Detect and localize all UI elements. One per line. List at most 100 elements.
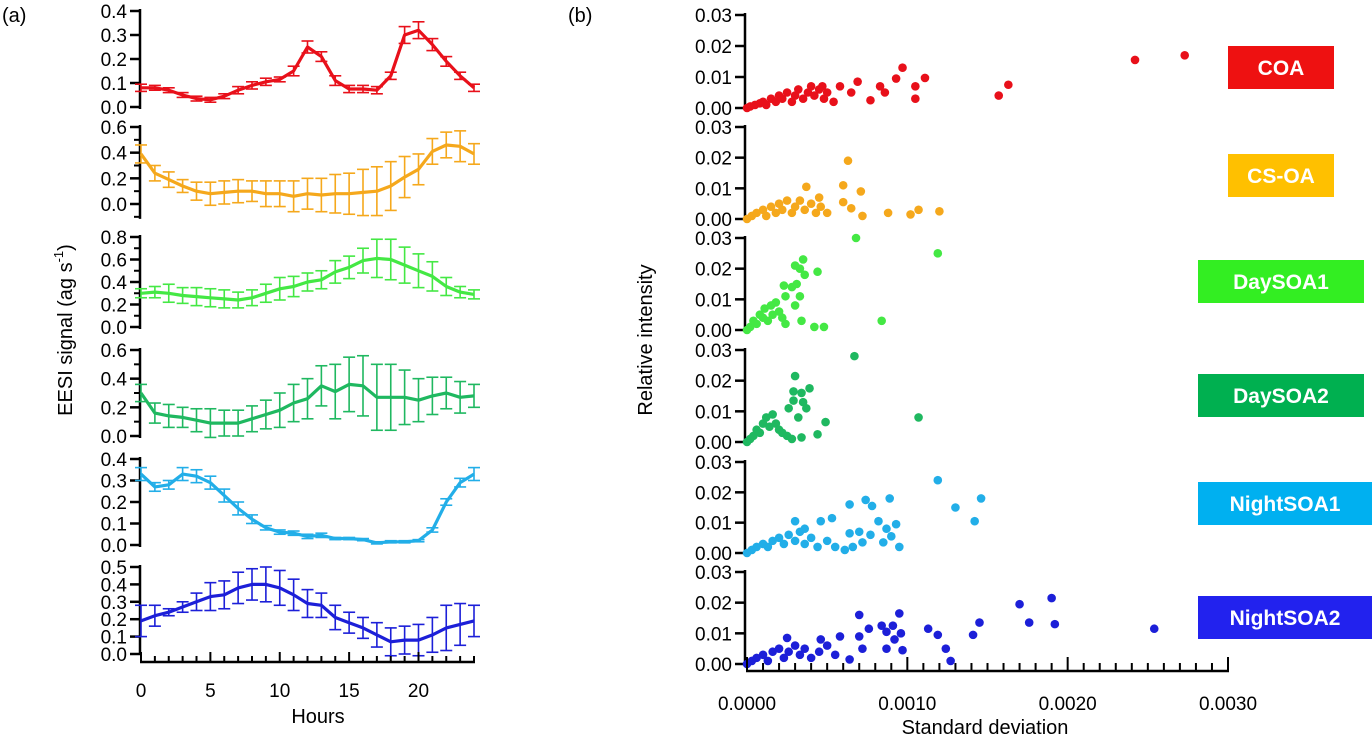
scatter-point [774,644,784,653]
scatter-point [858,211,867,221]
scatter-point [790,516,800,526]
scatter-point [883,208,893,218]
y-tick-label: 0.4 [101,144,128,165]
error-bar [135,604,147,638]
scatter-point [813,542,822,552]
error-bar [468,142,480,166]
scatter-point [848,542,858,552]
scatter-point [838,180,848,190]
scatter-point [914,413,923,422]
scatter-point [830,542,840,552]
y-tick-label: 0.1 [101,74,127,95]
scatter-point [816,516,826,526]
y-tick-label: 0.00 [695,321,732,342]
scatter-point [968,630,978,640]
series-label-box: NightSOA1 [1198,482,1372,525]
series-label-text: DaySOA2 [1233,385,1329,408]
scatter-point [777,205,787,215]
scatter-point [895,542,904,552]
series-label-box: DaySOA2 [1198,374,1364,417]
scatter-point [789,387,798,396]
series-label-text: DaySOA1 [1233,271,1329,294]
y-tick-label: 0.03 [695,6,732,27]
scatter-point [1130,55,1140,65]
error-bar [135,466,147,482]
series-label-text: NightSOA2 [1230,607,1341,630]
scatter-point [850,351,859,361]
y-tick-label: 0.03 [695,453,732,474]
subplot-b-3: 0.00 0.01 0.02 0.03 DaySOA2 [695,341,1364,454]
series-line [139,382,475,425]
scatter-point [768,310,777,319]
scatter-point [975,618,984,627]
y-tick-label: 0.00 [695,433,732,454]
y-tick-label: 0.01 [695,290,732,311]
scatter-point [911,94,920,103]
y-tick-label: 0.0 [101,98,127,119]
scatter-point [1004,80,1013,90]
scatter-point [891,519,901,529]
y-tick-label: 0.2 [101,610,127,631]
series-line [140,582,475,644]
scatter-point [752,653,761,663]
scatter-point [843,156,853,166]
y-tick-label: 0.6 [101,251,127,272]
scatter-point [874,516,883,526]
y-tick-label: 0.02 [695,260,732,281]
y-tick-label: 0.1 [101,515,127,536]
scatter-point [887,532,896,541]
scatter-point [835,82,845,91]
scatter-point [920,73,930,83]
scatter-point [798,255,808,264]
x-tick-label: 0.0000 [718,694,776,715]
scatter-point [758,650,768,660]
scatter-point [782,633,792,643]
y-tick-label: 0.2 [101,169,127,190]
y-tick-label: 0.01 [695,179,732,200]
series-line [139,143,475,198]
y-tick-label: 0.8 [101,228,127,249]
scatter-point [779,281,789,290]
scatter-point [779,539,789,549]
y-tick-label: 0.03 [695,118,732,139]
y-tick-label: 0.4 [101,450,128,471]
y-axis-title-a: EESI signal (ag s-1) [51,244,77,416]
series-label-background [1198,260,1364,303]
y-tick-label: 0.02 [695,483,732,504]
scatter-point [923,624,933,634]
y-tick-label: 0.02 [695,594,732,615]
scatter-point [846,88,856,97]
subplot-b-2: 0.00 0.01 0.02 0.03 DaySOA1 [695,229,1364,342]
scatter-point [933,249,943,258]
series-label-box: COA [1228,46,1334,89]
scatter-point [851,233,861,243]
scatter-point [761,100,771,110]
scatter-point [856,187,866,196]
y-tick-label: 0.4 [101,2,128,23]
x-tick-label: 0.0010 [878,694,936,715]
scatter-point [933,475,943,485]
y-tick-label: 0.03 [695,563,732,584]
scatter-point [864,624,874,634]
y-tick-label: 0.02 [695,37,732,58]
series-label-background [1198,482,1372,525]
scatter-point [822,208,832,218]
scatter-panel: 0.00 0.01 0.02 0.03 COA 0.00 0.01 0.02 0.03 CS-OA… [695,6,1372,715]
series-line [141,28,476,102]
scatter-point [790,371,800,381]
scatter-point [797,388,806,398]
scatter-point [800,644,810,653]
scatter-point [898,63,907,72]
scatter-point [811,208,821,218]
y-tick-label: 0.02 [695,149,732,170]
scatter-point [752,319,761,329]
scatter-point [779,653,789,663]
y-tick-label: 0.0 [101,318,127,339]
scatter-point [802,182,811,192]
scatter-point [774,533,784,543]
scatter-point [771,208,781,218]
series-label-text: CS-OA [1247,165,1315,188]
scatter-point [787,434,797,444]
scatter-point [768,410,777,419]
y-tick-label: 0.4 [101,575,128,596]
